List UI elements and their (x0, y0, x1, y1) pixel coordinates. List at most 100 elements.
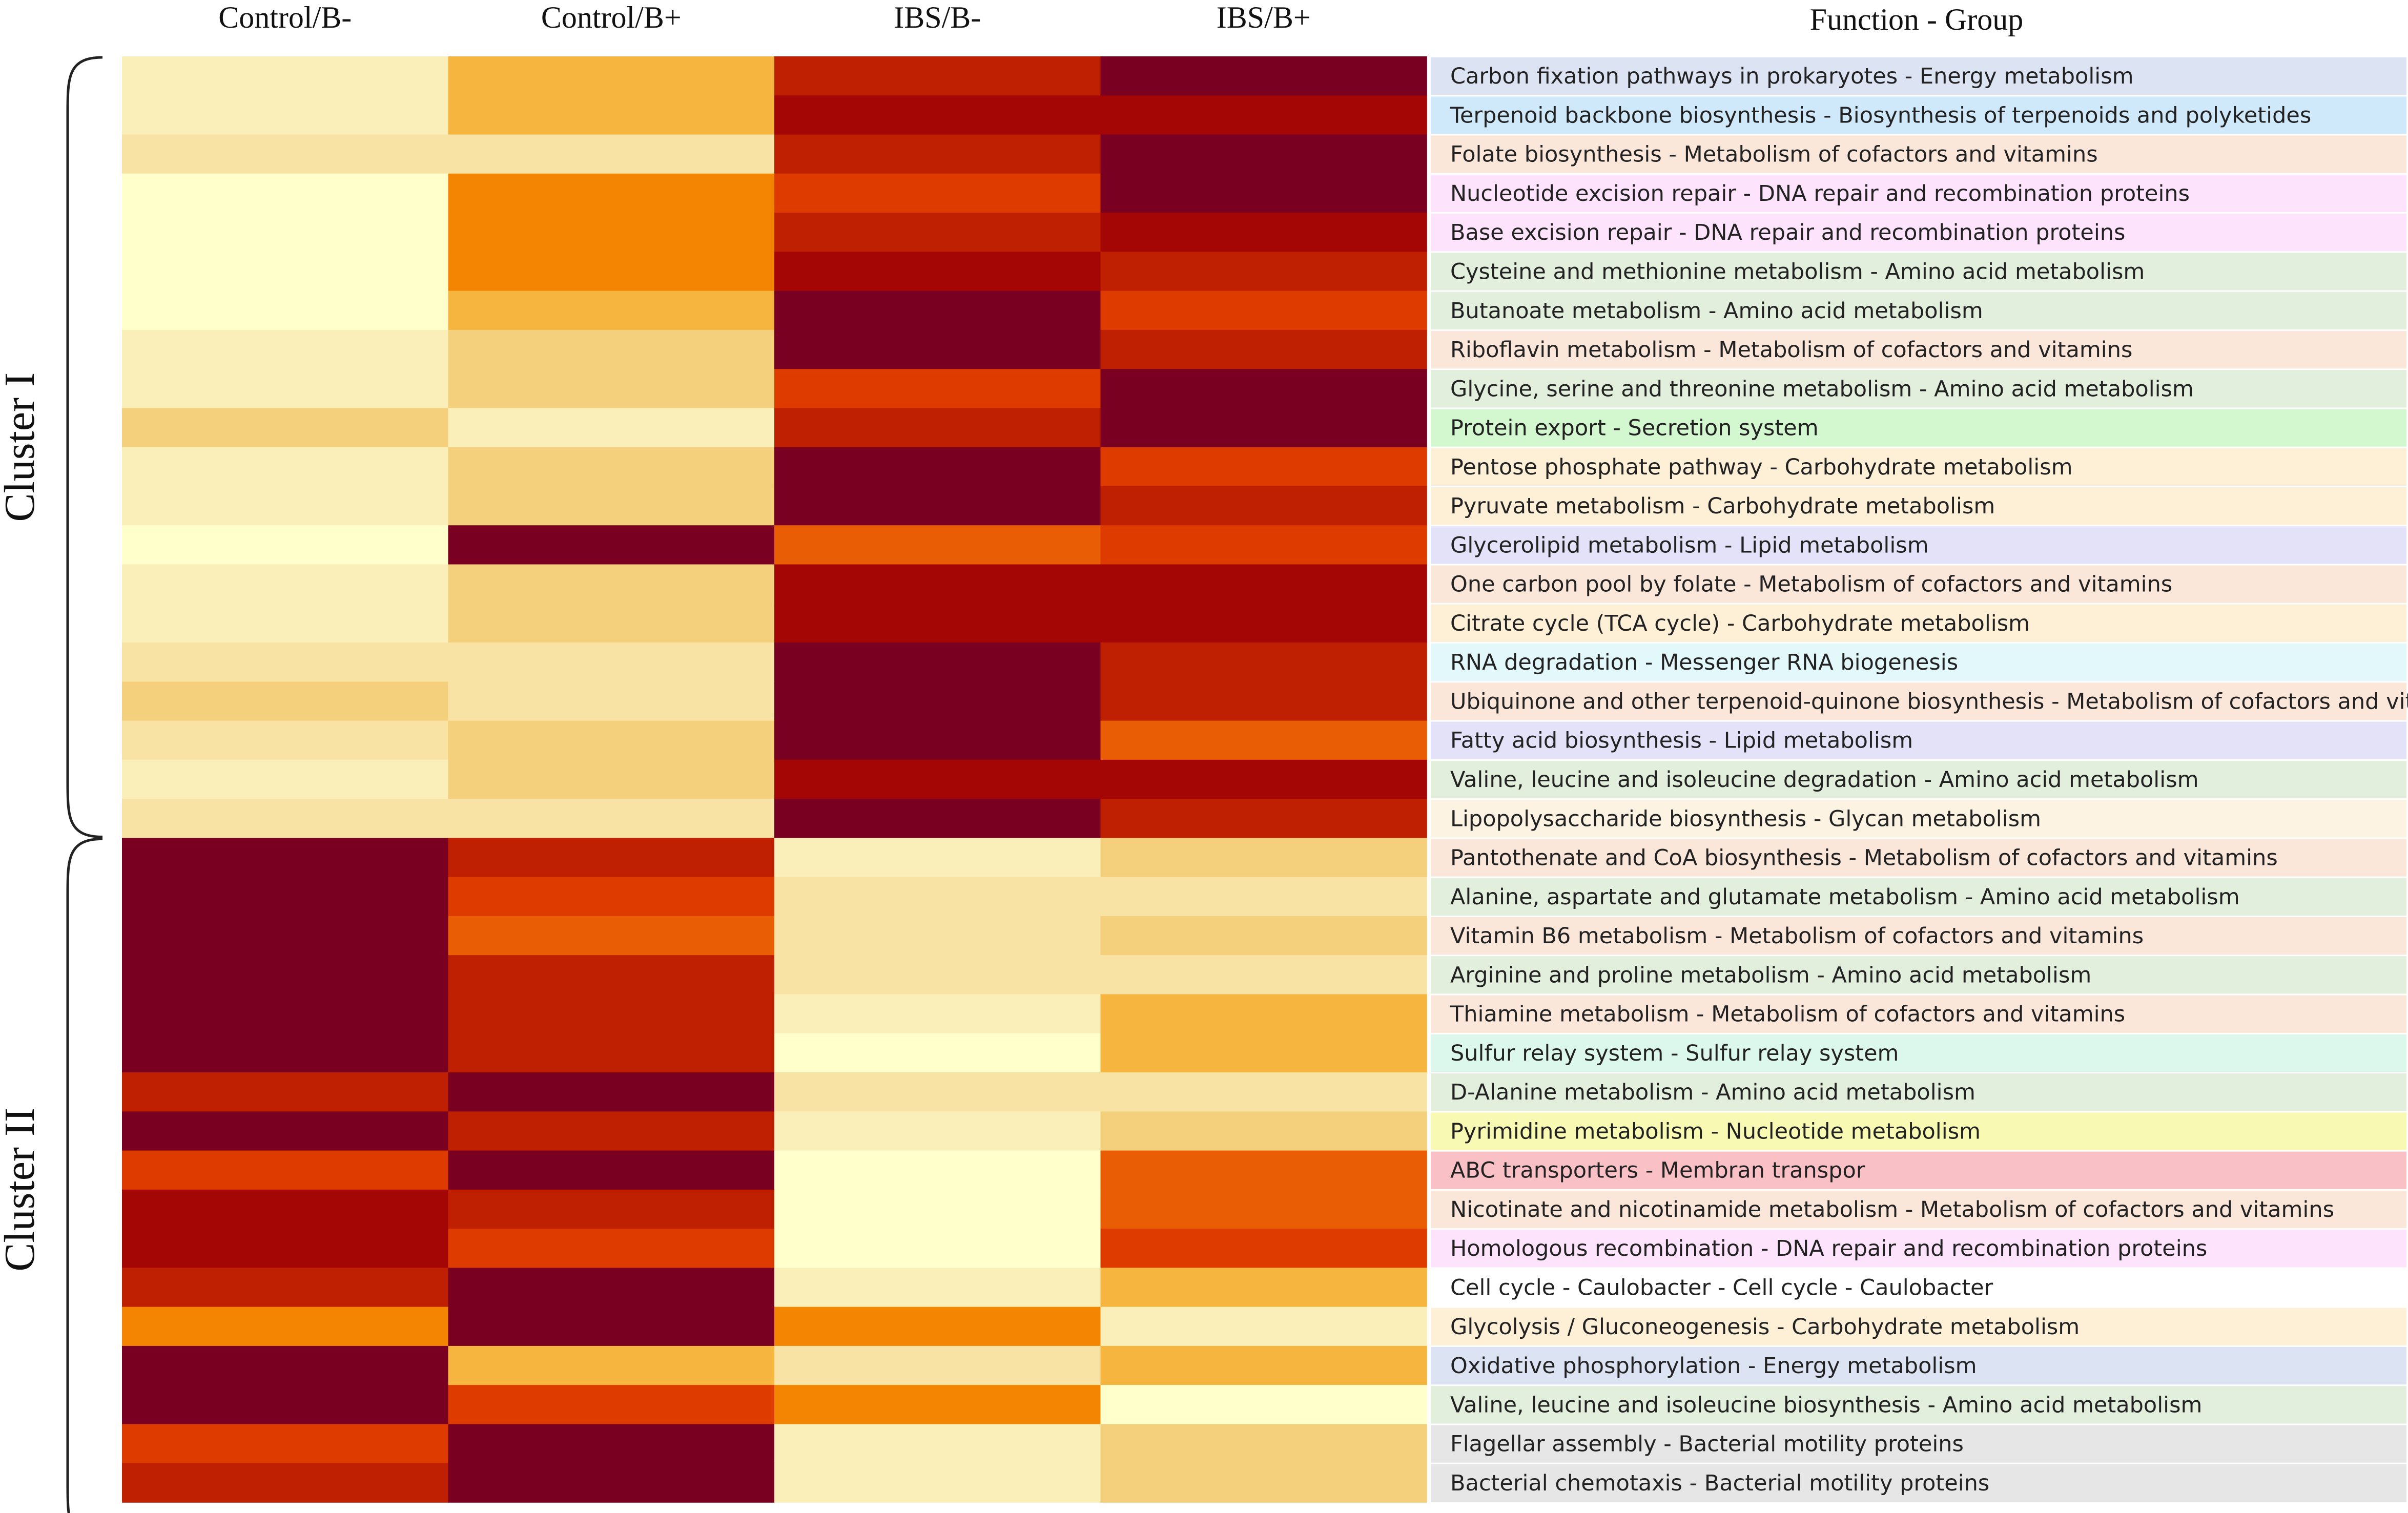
function-label: Pantothenate and CoA biosynthesis - Meta… (1450, 845, 2278, 871)
function-label: Base excision repair - DNA repair and re… (1450, 220, 2125, 245)
heatmap-cell (774, 720, 1101, 760)
function-label-background (1431, 448, 2406, 486)
function-label-background (1431, 214, 2406, 252)
heatmap-cell (448, 95, 775, 135)
heatmap-cell (1100, 1268, 1427, 1308)
function-label-background (1431, 409, 2406, 447)
heatmap-cell (448, 486, 775, 526)
heatmap-cell (122, 1072, 449, 1112)
heatmap-cell (1100, 1385, 1427, 1425)
column-header: Control/B- (218, 1, 352, 34)
function-label: Thiamine metabolism - Metabolism of cofa… (1450, 1002, 2125, 1027)
heatmap-cell (1100, 564, 1427, 604)
heatmap-cell (448, 1189, 775, 1229)
function-label: Vitamin B6 metabolism - Metabolism of co… (1450, 923, 2144, 949)
function-label-background (1431, 839, 2406, 877)
heatmap-cell (122, 447, 449, 487)
heatmap-cell (1100, 173, 1427, 213)
heatmap-cell (774, 681, 1101, 721)
function-label-background (1431, 1034, 2406, 1072)
heatmap-cell (122, 369, 449, 409)
function-label: Pyruvate metabolism - Carbohydrate metab… (1450, 493, 1995, 519)
function-label-background (1431, 800, 2406, 838)
heatmap-cell (122, 1345, 449, 1385)
heatmap-cell (448, 134, 775, 174)
function-label-background (1431, 682, 2406, 720)
heatmap-cell (122, 877, 449, 917)
function-label: RNA degradation - Messenger RNA biogenes… (1450, 650, 1958, 675)
function-label: Fatty acid biosynthesis - Lipid metaboli… (1450, 728, 1913, 754)
function-label: Riboflavin metabolism - Metabolism of co… (1450, 337, 2132, 363)
heatmap-cell (1100, 916, 1427, 956)
heatmap-cell (1100, 681, 1427, 721)
heatmap-cell (774, 1111, 1101, 1151)
function-label-background (1431, 1269, 2406, 1307)
function-label-background (1431, 644, 2406, 681)
heatmap-cell (122, 994, 449, 1034)
heatmap-cell (122, 173, 449, 213)
function-label-background (1431, 1151, 2406, 1189)
heatmap-cell (122, 1463, 449, 1503)
function-label: Glycerolipid metabolism - Lipid metaboli… (1450, 532, 1929, 558)
heatmap-cell (774, 1033, 1101, 1073)
heatmap-cell (122, 838, 449, 878)
heatmap-cell (122, 1307, 449, 1346)
heatmap-cell (448, 1268, 775, 1308)
function-label-background (1431, 721, 2406, 759)
function-label: One carbon pool by folate - Metabolism o… (1450, 572, 2172, 597)
heatmap-cell (1100, 1111, 1427, 1151)
function-label-background (1431, 57, 2406, 95)
heatmap-cell (448, 1424, 775, 1464)
column-header: IBS/B- (894, 1, 981, 34)
function-label: Homologous recombination - DNA repair an… (1450, 1236, 2207, 1261)
heatmap-cell (122, 564, 449, 604)
heatmap-cell (448, 799, 775, 839)
heatmap-cell (774, 994, 1101, 1034)
heatmap-cell (122, 134, 449, 174)
heatmap-cell (448, 1463, 775, 1503)
heatmap-cell (774, 1385, 1101, 1425)
heatmap-cell (1100, 759, 1427, 799)
heatmap-cell (1100, 1307, 1427, 1346)
heatmap-cell (122, 1150, 449, 1190)
function-label: Pyrimidine metabolism - Nucleotide metab… (1450, 1118, 1981, 1144)
heatmap-cell (122, 1111, 449, 1151)
heatmap-cell (1100, 1463, 1427, 1503)
heatmap-cell (1100, 1229, 1427, 1269)
heatmap-cell (1100, 1033, 1427, 1073)
function-label-background (1431, 174, 2406, 213)
heatmap-cell (774, 369, 1101, 409)
heatmap-cell (122, 525, 449, 565)
function-label-background (1431, 878, 2406, 916)
column-header: Control/B+ (541, 1, 682, 34)
heatmap-cell (1100, 642, 1427, 682)
heatmap-cell (1100, 603, 1427, 643)
heatmap-cell (774, 525, 1101, 565)
heatmap-cell (122, 1033, 449, 1073)
function-label: Butanoate metabolism - Amino acid metabo… (1450, 298, 1983, 324)
heatmap-cell (774, 955, 1101, 995)
heatmap-cell (774, 1072, 1101, 1112)
function-label-background (1431, 917, 2406, 955)
heatmap-cell (448, 525, 775, 565)
cluster-brace (66, 837, 103, 1513)
function-label: Bacterial chemotaxis - Bacterial motilit… (1450, 1470, 1989, 1496)
heatmap-cell (1100, 1189, 1427, 1229)
heatmap-cell (122, 955, 449, 995)
function-label-background (1431, 370, 2406, 408)
cluster-annotations: Cluster I Cluster II (0, 56, 103, 1513)
heatmap-cell (774, 642, 1101, 682)
heatmap-cell (448, 681, 775, 721)
heatmap-cell (774, 173, 1101, 213)
function-label-backgrounds (1431, 57, 2406, 1502)
heatmap-cell (1100, 252, 1427, 292)
heatmap-cell (122, 486, 449, 526)
heatmap-cell (1100, 134, 1427, 174)
heatmap-cell (122, 681, 449, 721)
heatmap-cell (774, 291, 1101, 330)
heatmap-cell (774, 95, 1101, 135)
cluster-brace (66, 56, 103, 838)
heatmap-cell (774, 252, 1101, 292)
function-label: Alanine, aspartate and glutamate metabol… (1450, 884, 2240, 910)
heatmap-cell (122, 1189, 449, 1229)
